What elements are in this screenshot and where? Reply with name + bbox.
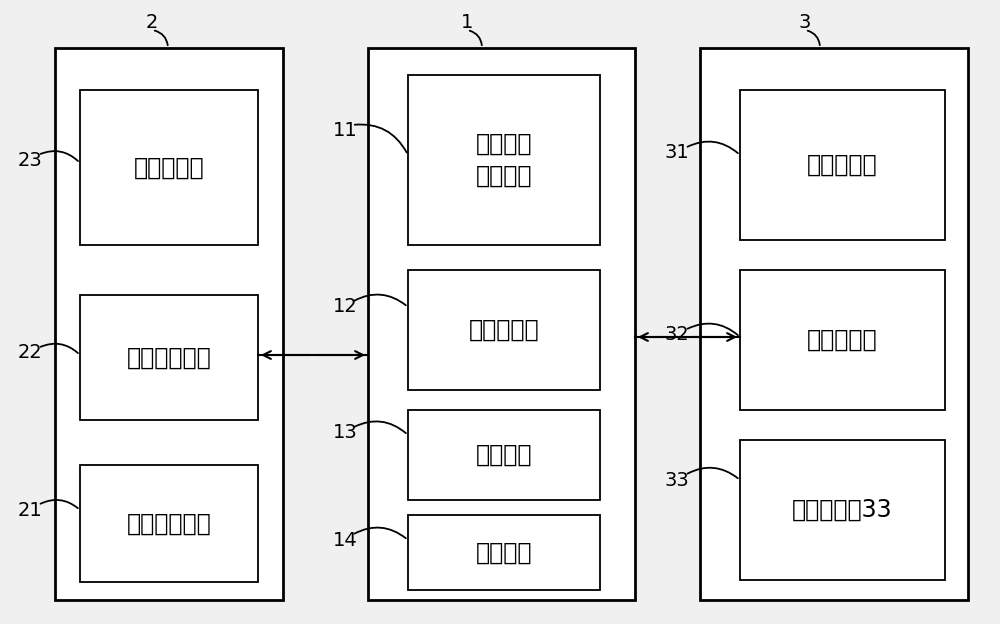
Text: 第一处理器: 第一处理器	[134, 155, 204, 180]
Text: 识别单元: 识别单元	[476, 443, 532, 467]
Text: 13: 13	[333, 424, 357, 442]
Text: 14: 14	[333, 530, 357, 550]
Text: 23: 23	[18, 150, 42, 170]
Text: 32: 32	[665, 326, 689, 344]
Text: 22: 22	[18, 343, 42, 363]
Text: 采集路线
预设单元: 采集路线 预设单元	[476, 132, 532, 188]
Bar	[408, 75, 600, 245]
Bar	[700, 48, 968, 600]
Text: 33: 33	[665, 470, 689, 489]
Text: 3: 3	[799, 12, 811, 31]
Text: 数据收发设备: 数据收发设备	[127, 346, 211, 369]
Text: 31: 31	[665, 144, 689, 162]
Bar	[80, 90, 258, 245]
Text: 控制单元: 控制单元	[476, 540, 532, 565]
Text: 2: 2	[146, 12, 158, 31]
Text: 1: 1	[461, 12, 473, 31]
Bar	[368, 48, 635, 600]
Text: 11: 11	[333, 120, 357, 140]
Text: 12: 12	[333, 298, 357, 316]
Bar	[740, 90, 945, 240]
Bar	[80, 465, 258, 582]
Bar	[408, 270, 600, 390]
Bar	[740, 440, 945, 580]
Text: 第二处理器: 第二处理器	[807, 153, 878, 177]
Text: 数据库单元: 数据库单元	[469, 318, 539, 342]
Bar	[55, 48, 283, 600]
Text: 21: 21	[18, 500, 42, 520]
Bar	[408, 515, 600, 590]
Text: 农药噴洒器: 农药噴洒器	[807, 328, 878, 352]
Text: 农药放置器33: 农药放置器33	[792, 498, 893, 522]
Bar	[80, 295, 258, 420]
Text: 图像采集设备: 图像采集设备	[127, 512, 211, 535]
Bar	[408, 410, 600, 500]
Bar	[740, 270, 945, 410]
